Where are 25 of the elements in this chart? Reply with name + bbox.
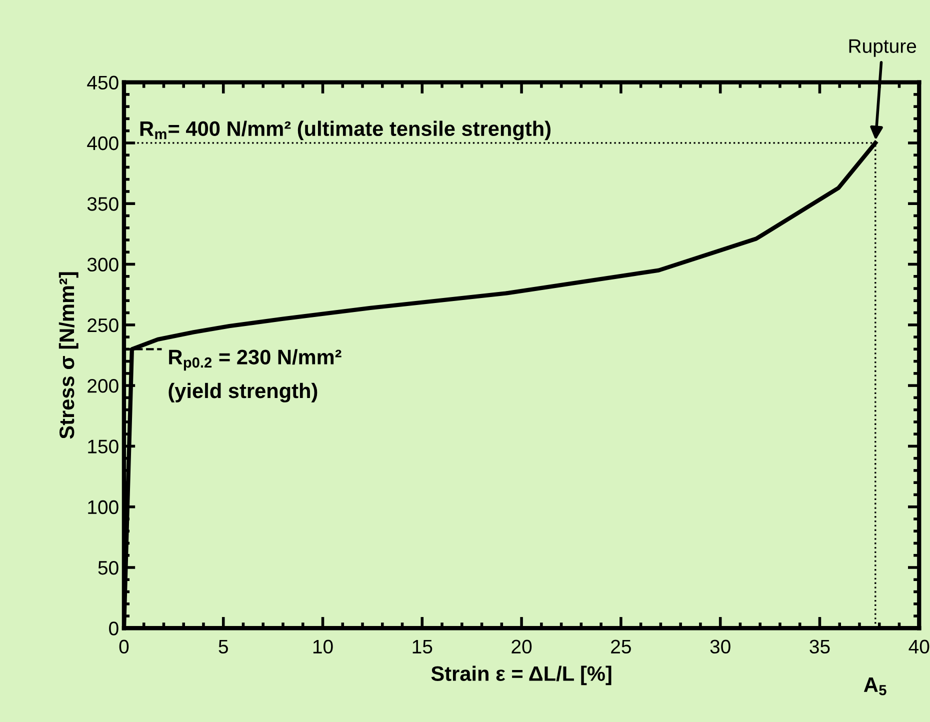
y-tick-label: 100 (88, 500, 118, 514)
x-tick-label: 0 (119, 640, 129, 654)
y-tick-label: 300 (87, 258, 118, 272)
y-tick-label: 450 (87, 76, 118, 90)
y-tick-label: 250 (88, 318, 118, 332)
x-tick-label: 15 (412, 640, 432, 654)
x-tick-label: 5 (218, 640, 228, 654)
y-tick-label: 350 (87, 197, 118, 211)
y-axis-title: Stress σ [N/mm²] (58, 272, 78, 439)
y-tick-label: 0 (109, 622, 118, 636)
x-tick-label: 20 (512, 640, 532, 654)
y-tick-label: 400 (87, 136, 118, 150)
y-tick-label: 50 (98, 560, 118, 575)
x-tick-label: 40 (908, 640, 930, 654)
ref-line-label: A$_{5}$ (864, 677, 886, 696)
x-tick-label: 35 (810, 640, 830, 654)
ref-line-label: R$_{p0.2}$ = 230 N/mm² (yield strength) (168, 349, 342, 402)
x-tick-label: 10 (313, 640, 333, 654)
x-tick-label: 25 (611, 640, 631, 654)
ref-line-label: R$_{m}$= 400 N/mm² (ultimate tensile strength) (140, 120, 550, 140)
y-tick-label: 150 (88, 440, 118, 454)
x-tick-label: 30 (710, 640, 730, 654)
annotation: Rupture (849, 39, 916, 57)
y-tick-label: 200 (88, 379, 118, 393)
x-axis-title: Strain ε = ΔL/L [%] (431, 666, 612, 686)
